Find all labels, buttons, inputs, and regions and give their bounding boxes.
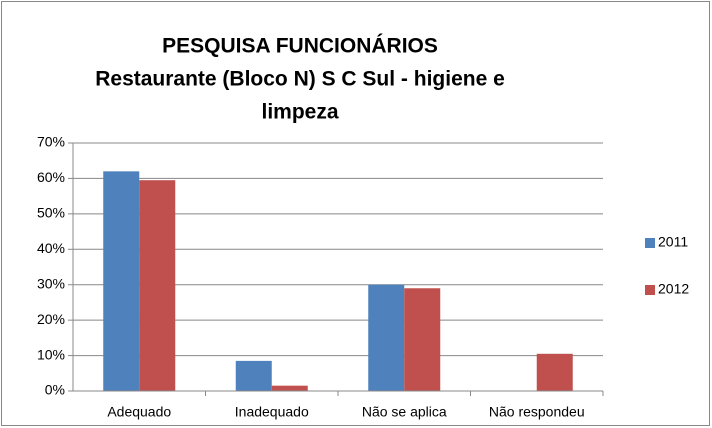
y-tick-label: 30% xyxy=(37,275,65,291)
chart-title: PESQUISA FUNCIONÁRIOS xyxy=(162,35,438,58)
x-tick-label: Não respondeu xyxy=(489,404,585,420)
y-tick-label: 40% xyxy=(37,240,65,256)
y-tick-label: 10% xyxy=(37,346,65,362)
legend-label: 2012 xyxy=(658,281,689,297)
x-tick-label: Não se aplica xyxy=(362,404,447,420)
bar xyxy=(368,284,405,391)
legend-swatch xyxy=(645,285,655,295)
y-tick-label: 20% xyxy=(37,311,65,327)
bar xyxy=(139,180,176,391)
legend-label: 2011 xyxy=(658,234,688,250)
chart-title: Restaurante (Bloco N) S C Sul - higiene … xyxy=(95,68,505,91)
y-tick-label: 70% xyxy=(37,134,65,150)
chart-title: limpeza xyxy=(261,101,338,124)
x-tick-label: Inadequado xyxy=(235,404,309,420)
y-tick-label: 0% xyxy=(45,382,65,398)
y-tick-label: 50% xyxy=(37,205,65,221)
bar xyxy=(103,171,140,391)
x-tick-label: Adequado xyxy=(107,404,171,420)
y-tick-label: 60% xyxy=(37,169,65,185)
bar xyxy=(271,385,308,391)
bar xyxy=(235,360,272,391)
legend-swatch xyxy=(645,238,655,248)
bar xyxy=(536,353,573,391)
bar xyxy=(404,288,441,391)
